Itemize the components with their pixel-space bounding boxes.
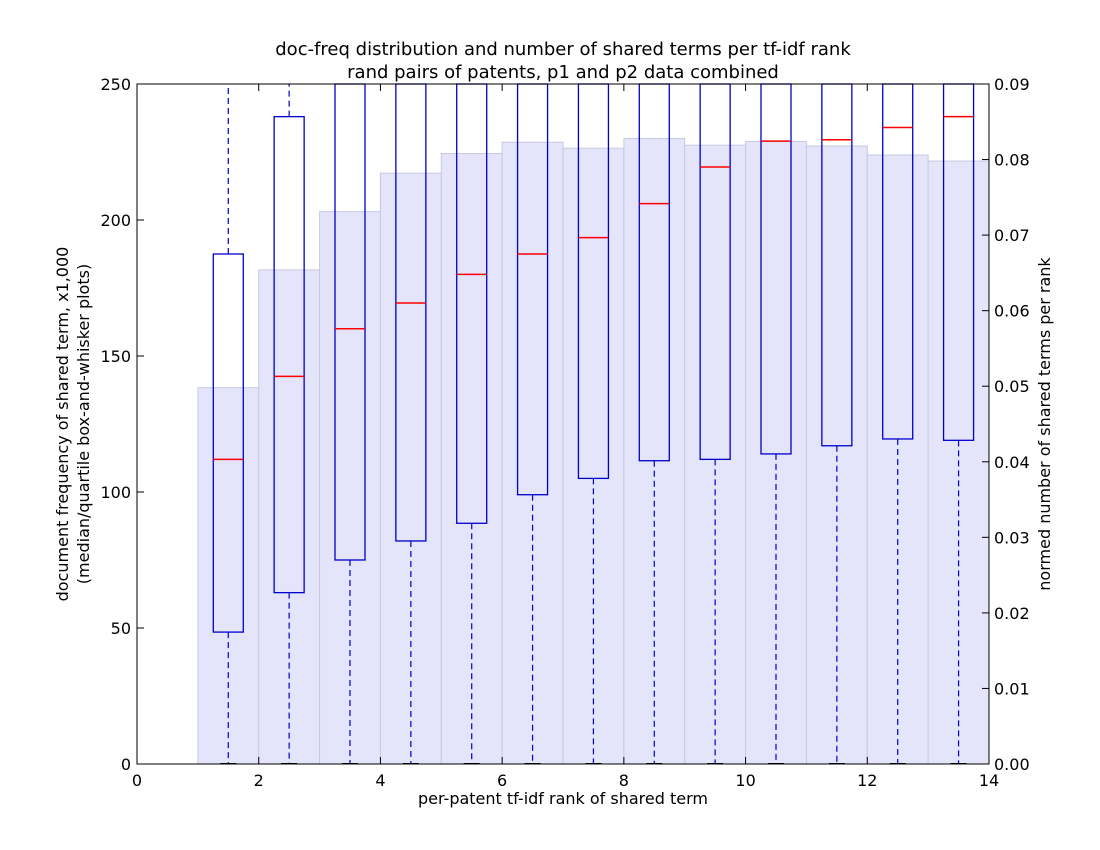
x-tick-label: 10 — [735, 771, 755, 790]
boxplot — [212, 84, 244, 764]
x-tick-label: 2 — [254, 771, 264, 790]
y2-tick-label: 0.03 — [994, 528, 1030, 547]
x-axis-label: per-patent tf-idf rank of shared term — [418, 789, 708, 808]
y2-axis-label: normed number of shared terms per rank — [1035, 257, 1054, 591]
y-axis-label-line-1: document frequency of shared term, x1,00… — [53, 247, 72, 602]
histogram-bar — [745, 140, 807, 765]
y2-tick-label: 0.09 — [994, 75, 1030, 94]
y2-tick-label: 0.06 — [994, 302, 1030, 321]
y2-axis-ticks: 0.00 0.01 0.02 0.03 0.04 0.05 0.06 0.07 0.08 0.09 — [982, 75, 1030, 774]
y2-tick-label: 0.05 — [994, 377, 1030, 396]
histogram-bar — [258, 269, 321, 765]
iqr-box — [273, 115, 305, 594]
x-tick-label: 8 — [619, 771, 629, 790]
y2-tick-label: 0.07 — [994, 226, 1030, 245]
y-tick-label: 50 — [111, 619, 131, 638]
y-axis-ticks: 0 50 100 150 200 250 — [100, 75, 144, 774]
y2-tick-label: 0.08 — [994, 151, 1030, 170]
y2-tick-label: 0.01 — [994, 679, 1030, 698]
histogram-bar — [501, 141, 564, 765]
x-tick-label: 0 — [132, 771, 142, 790]
y2-tick-label: 0.00 — [994, 755, 1030, 774]
x-tick-label: 14 — [979, 771, 999, 790]
chart-title-line-2: rand pairs of patents, p1 and p2 data co… — [347, 62, 779, 83]
x-axis-ticks: 0 2 4 6 8 10 12 14 — [132, 84, 999, 790]
chart-title-line-1: doc-freq distribution and number of shar… — [275, 39, 851, 60]
y-tick-label: 100 — [100, 483, 131, 502]
x-tick-label: 12 — [857, 771, 877, 790]
y-axis-label-line-2: (median/quartile box-and-whisker plots) — [74, 264, 93, 584]
histogram-bar — [623, 137, 686, 765]
y-tick-label: 200 — [100, 211, 131, 230]
y2-tick-label: 0.02 — [994, 604, 1030, 623]
plot-frame — [136, 83, 990, 765]
iqr-box — [212, 253, 244, 633]
x-tick-label: 4 — [375, 771, 385, 790]
y-tick-label: 150 — [100, 347, 131, 366]
y2-tick-label: 0.04 — [994, 453, 1030, 472]
x-tick-label: 6 — [497, 771, 507, 790]
histogram-bar — [440, 153, 503, 765]
histogram-bar — [197, 387, 260, 765]
y-tick-label: 0 — [121, 755, 131, 774]
y-tick-label: 250 — [100, 75, 131, 94]
